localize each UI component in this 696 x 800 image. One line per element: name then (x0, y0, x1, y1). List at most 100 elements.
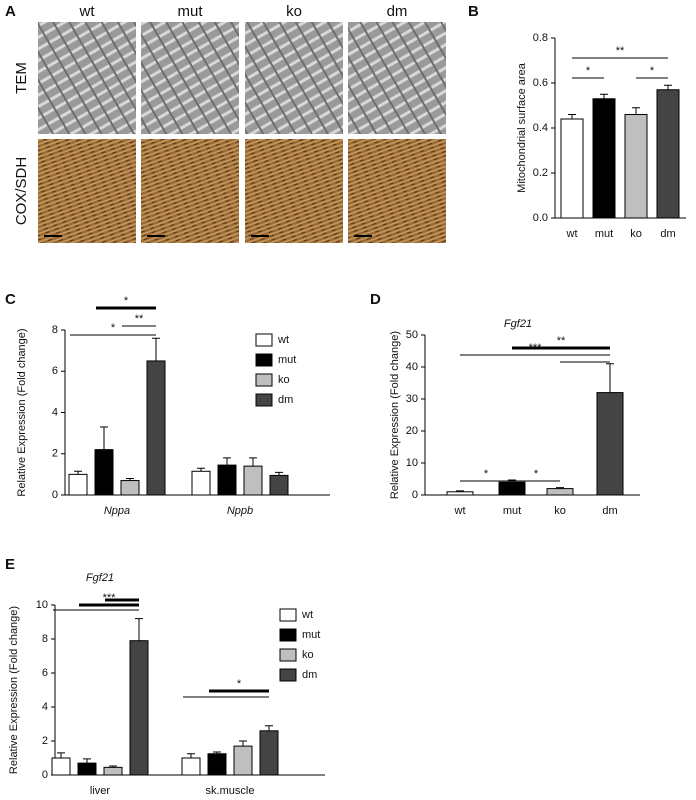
bar (624, 114, 648, 219)
bar (77, 762, 97, 776)
legend-swatch (255, 353, 273, 367)
error-bar (100, 426, 108, 450)
significance-label: ** (616, 45, 625, 57)
legend-swatch (279, 668, 297, 682)
legend-swatch (279, 628, 297, 642)
bar (233, 745, 253, 776)
y-tick-label: 6 (42, 667, 48, 679)
cox-image (348, 139, 446, 243)
bar (592, 98, 616, 219)
x-tick-label: dm (602, 505, 617, 517)
y-tick-label: 0 (52, 489, 58, 501)
x-tick-label: sk.muscle (206, 785, 255, 797)
y-tick-label: 2 (42, 735, 48, 747)
bar (120, 480, 140, 496)
y-tick-label: 4 (42, 701, 48, 713)
y-axis-label: Mitochondrial surface area (516, 62, 528, 193)
y-tick-label: 0 (412, 489, 418, 501)
x-tick-label: Nppb (227, 505, 253, 517)
legend-swatch (279, 608, 297, 622)
x-tick-label: wt (566, 228, 578, 240)
significance-label: *** (529, 342, 543, 354)
panel-a-images (38, 22, 446, 243)
x-tick-label: mut (503, 505, 521, 517)
legend-label: ko (278, 374, 290, 386)
panel-label: A (5, 3, 16, 20)
bar (269, 474, 289, 496)
y-tick-label: 8 (42, 633, 48, 645)
error-bar (606, 363, 614, 393)
legend-label: ko (302, 649, 314, 661)
significance-label: * (124, 295, 129, 307)
bar (129, 640, 149, 776)
row-label: TEM (13, 62, 30, 94)
error-bar (57, 752, 65, 758)
error-bar (83, 758, 91, 764)
panel-label: E (5, 556, 15, 573)
error-bar (213, 751, 221, 754)
panel-label: B (468, 3, 479, 20)
column-label: wt (79, 3, 96, 20)
y-tick-label: 0.2 (533, 167, 548, 179)
x-tick-label: wt (454, 505, 466, 517)
significance-label: * (534, 468, 539, 480)
legend-label: wt (301, 609, 313, 621)
error-bar (135, 618, 143, 641)
y-axis-label: Relative Expression (Fold change) (8, 606, 20, 774)
significance-label: ** (557, 335, 566, 347)
error-bar (187, 753, 195, 758)
significance-label: *** (103, 592, 117, 604)
y-tick-label: 8 (52, 324, 58, 336)
bar (596, 392, 624, 496)
legend-label: wt (277, 334, 289, 346)
error-bar (126, 478, 134, 481)
bar (146, 360, 166, 496)
bar (243, 465, 263, 496)
error-bar (239, 740, 247, 747)
significance-label: ** (135, 313, 144, 325)
column-label: ko (286, 3, 302, 20)
significance-label: * (111, 322, 116, 334)
bar (560, 118, 584, 219)
error-bar (152, 337, 160, 361)
x-tick-label: ko (630, 228, 642, 240)
tem-image (38, 22, 136, 134)
y-tick-label: 30 (406, 393, 418, 405)
error-bar (456, 490, 464, 492)
bar (656, 89, 680, 219)
error-bar (249, 457, 257, 467)
legend-swatch (279, 648, 297, 662)
bar (51, 757, 71, 776)
bar (498, 481, 526, 496)
y-tick-label: 0 (42, 769, 48, 781)
error-bar (275, 471, 283, 476)
x-tick-label: liver (90, 785, 111, 797)
tem-image (348, 22, 446, 134)
panel-label: D (370, 291, 381, 308)
column-label: mut (177, 3, 203, 20)
error-bar (197, 467, 205, 472)
y-tick-label: 4 (52, 406, 58, 418)
legend-swatch (255, 393, 273, 407)
bar (446, 491, 474, 496)
x-tick-label: Nppa (104, 505, 130, 517)
y-tick-label: 0.6 (533, 77, 548, 89)
y-tick-label: 0.4 (533, 122, 548, 134)
cox-image (245, 139, 343, 243)
error-bar (568, 114, 576, 119)
error-bar (265, 725, 273, 731)
error-bar (632, 107, 640, 115)
bar (94, 449, 114, 496)
legend-swatch (255, 373, 273, 387)
y-tick-label: 10 (36, 599, 48, 611)
bar (259, 730, 279, 776)
error-bar (223, 457, 231, 466)
chart-title: Fgf21 (86, 572, 114, 584)
y-tick-label: 40 (406, 361, 418, 373)
tem-image (141, 22, 239, 134)
significance-label: * (237, 678, 242, 690)
cox-image (141, 139, 239, 243)
y-tick-label: 6 (52, 365, 58, 377)
legend-label: dm (278, 394, 293, 406)
